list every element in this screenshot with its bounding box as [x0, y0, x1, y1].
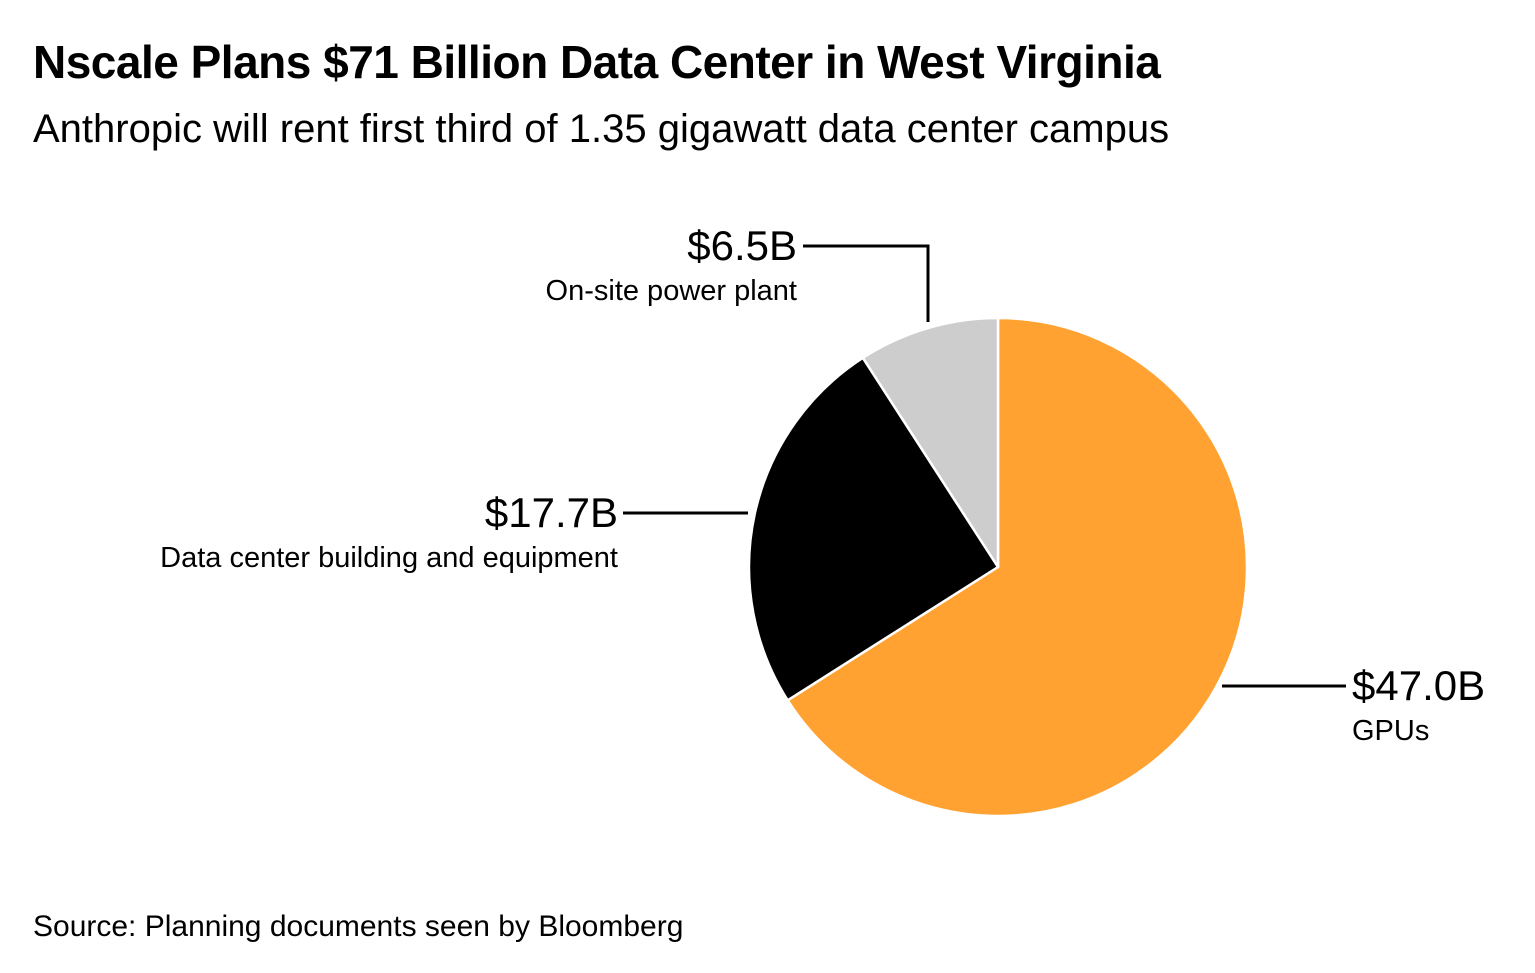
chart-title: Nscale Plans $71 Billion Data Center in …: [33, 36, 1161, 88]
slice-value-label: $47.0B: [1352, 662, 1485, 709]
slice-name-label: Data center building and equipment: [160, 542, 618, 574]
pie-slice-on-site-power-plant: [861, 316, 1000, 569]
pie-slice-gpus: [786, 316, 1249, 818]
pie-slices: [747, 316, 1249, 818]
slice-name-label: GPUs: [1352, 715, 1429, 747]
pie-slice-data-center-building-and-equipment: [747, 356, 1000, 702]
slice-value-label: $6.5B: [687, 222, 797, 269]
leader-line: [803, 244, 930, 322]
slice-value-label: $17.7B: [485, 489, 618, 536]
slice-labels: $47.0B GPUs $17.7B Data center building and…: [160, 222, 1485, 747]
chart-subtitle: Anthropic will rent first third of 1.35 …: [33, 107, 1170, 151]
leader-lines: [623, 244, 1346, 688]
slice-name-label: On-site power plant: [546, 275, 797, 307]
source-note: Source: Planning documents seen by Bloom…: [33, 910, 684, 943]
